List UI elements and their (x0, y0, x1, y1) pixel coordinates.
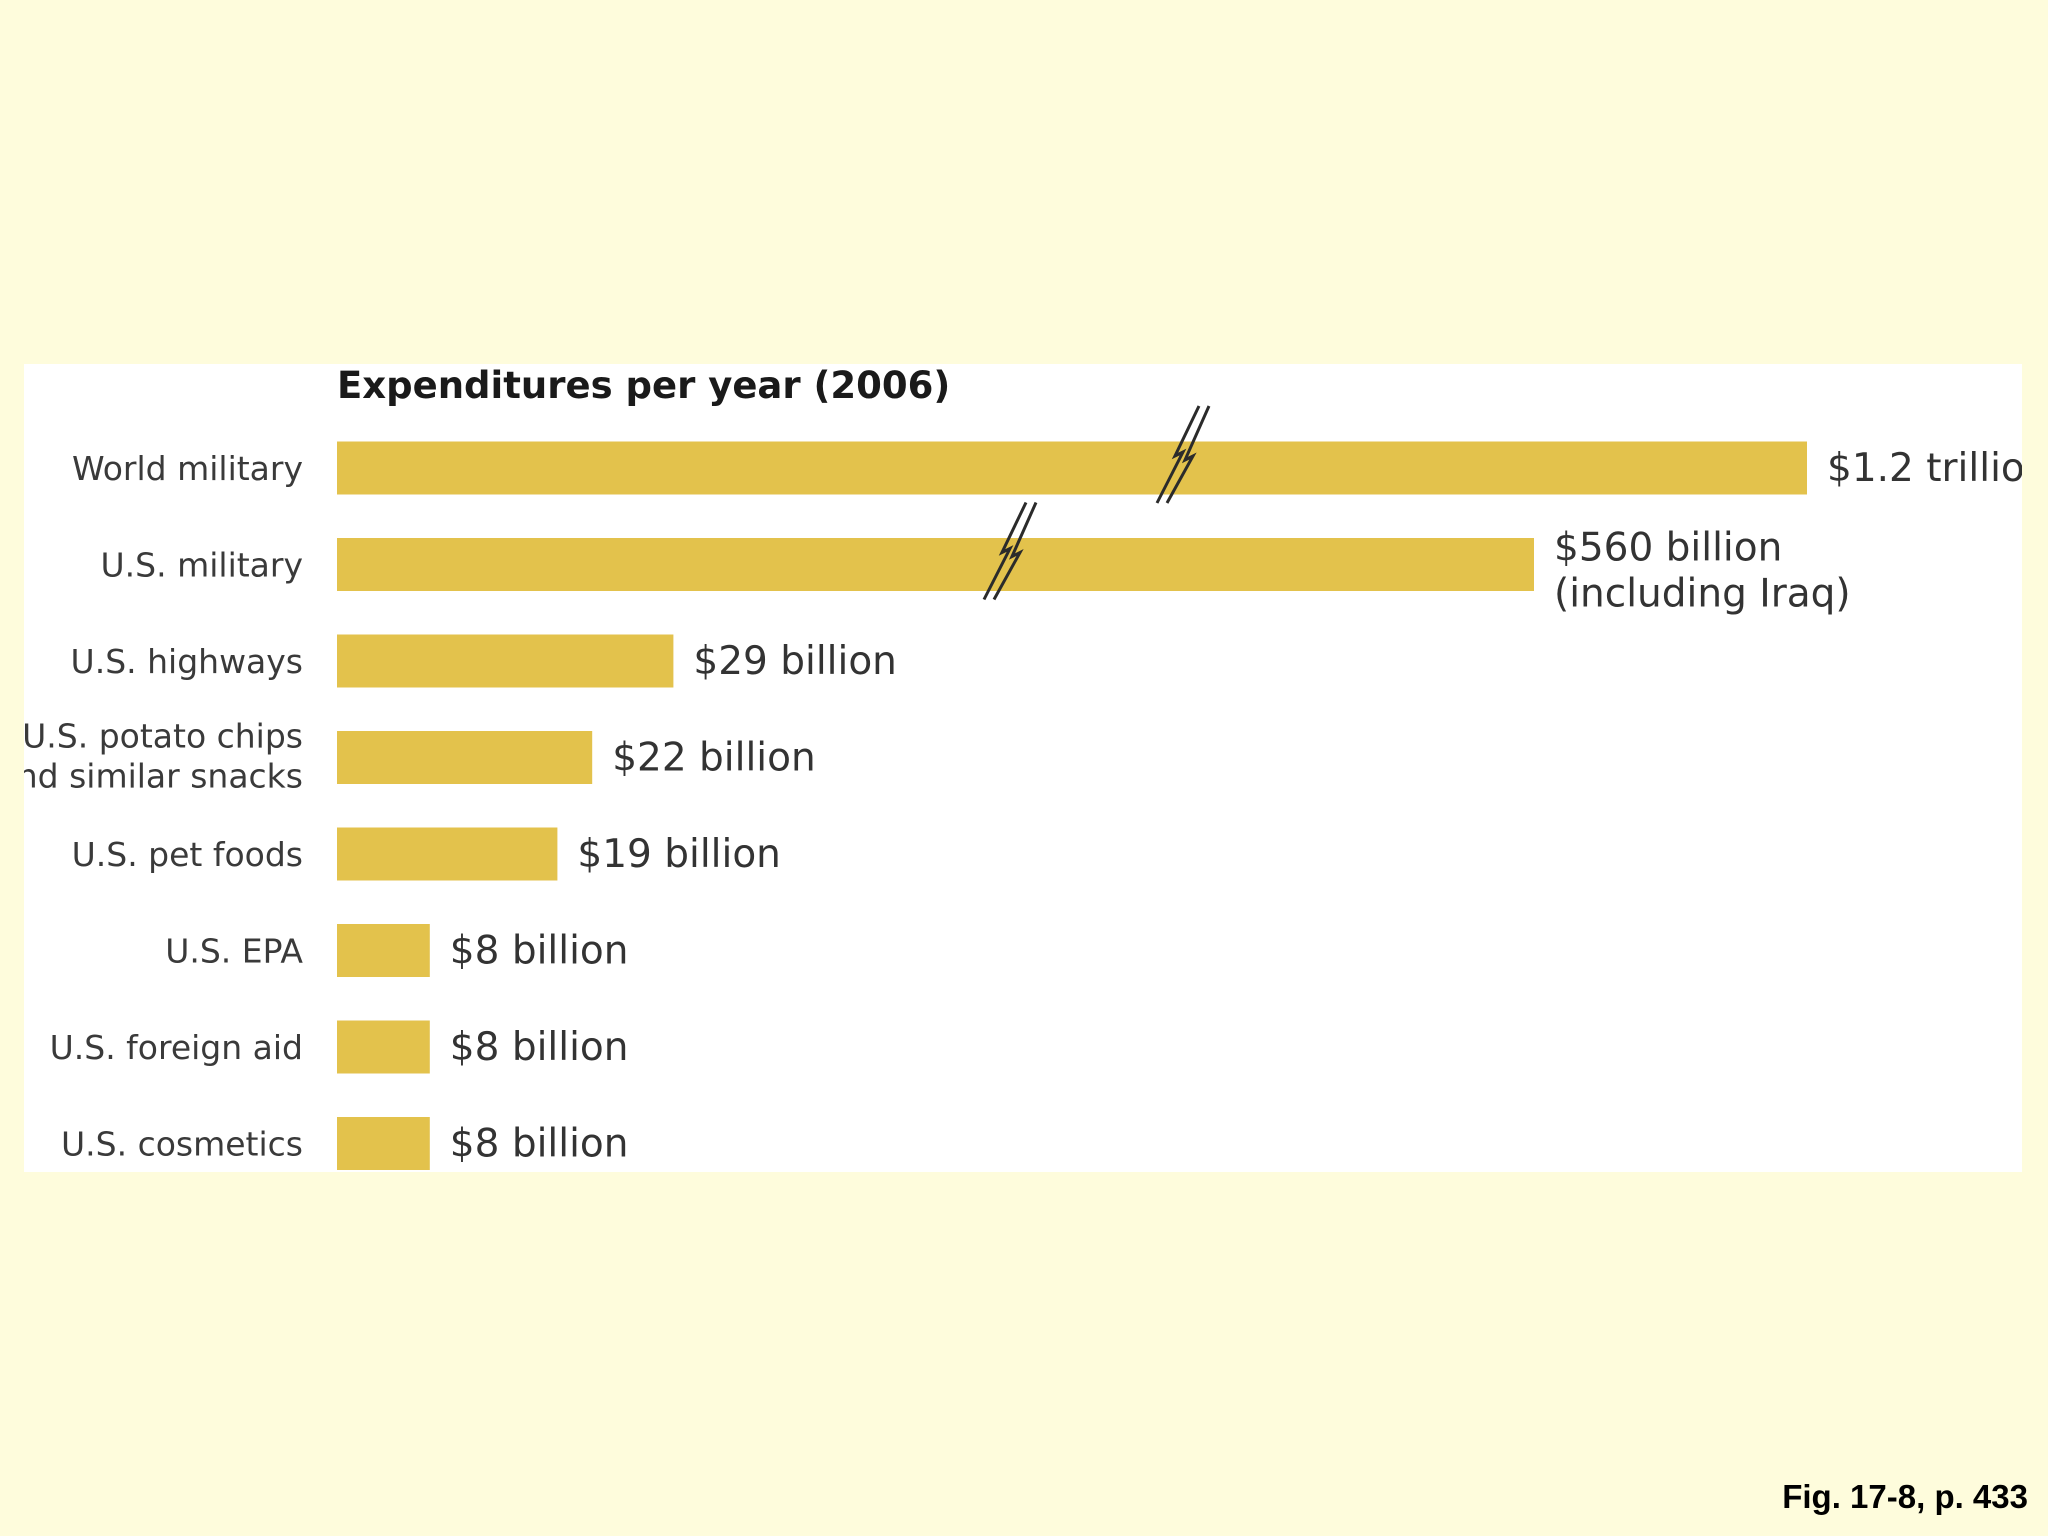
chart-title: Expenditures per year (2006) (337, 364, 950, 407)
category-label: U.S. military (101, 546, 303, 585)
bar-chart: Expenditures per year (2006) World milita… (24, 364, 2022, 1170)
category-label: World military (72, 449, 303, 488)
value-label: $560 billion (including Iraq) (1554, 526, 1851, 617)
value-label: $29 billion (693, 639, 897, 684)
bar (337, 1117, 430, 1170)
category-label: U.S. foreign aid (50, 1028, 303, 1067)
bar (337, 924, 430, 977)
figure-caption: Fig. 17-8, p. 433 (1782, 1478, 2028, 1515)
bar (337, 441, 1807, 495)
value-label: $19 billion (577, 832, 781, 877)
bar (337, 538, 1534, 591)
axis-break-mark (992, 501, 1038, 601)
value-label: $8 billion (450, 929, 629, 974)
bar (337, 1020, 430, 1074)
category-label: U.S. potato chips and similar snacks (24, 717, 303, 796)
value-label: $8 billion (450, 1025, 629, 1070)
value-label: $8 billion (450, 1122, 629, 1167)
chart-panel: Expenditures per year (2006) World milita… (24, 364, 2022, 1172)
bar (337, 827, 558, 881)
axis-break-mark (982, 501, 1028, 601)
axis-break-mark (1165, 405, 1211, 504)
category-label: U.S. highways (71, 642, 303, 681)
value-label: $1.2 trillion (1827, 446, 2022, 491)
category-label: U.S. cosmetics (61, 1125, 303, 1164)
axis-break-mark (1155, 405, 1201, 504)
bar (337, 634, 674, 688)
category-label: U.S. EPA (165, 932, 303, 971)
value-label: $22 billion (612, 736, 816, 781)
category-label: U.S. pet foods (72, 835, 303, 874)
bar (337, 731, 593, 784)
